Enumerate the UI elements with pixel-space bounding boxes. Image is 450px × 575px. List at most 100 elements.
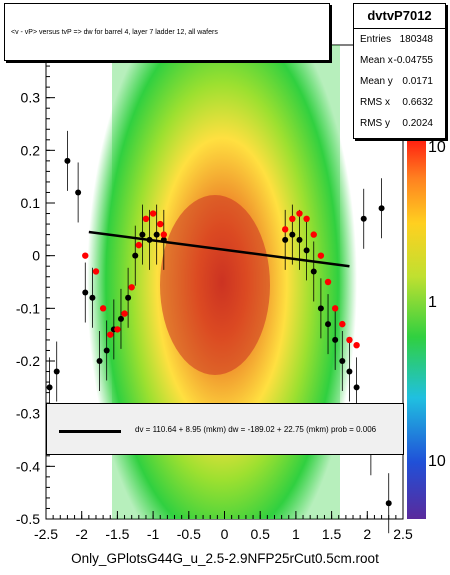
black-point [385, 500, 392, 507]
red-point [114, 326, 121, 333]
x-tick-label: -1.5 [105, 526, 129, 542]
x-tick-label: 1 [292, 526, 300, 542]
stats-value: 0.0171 [402, 76, 433, 87]
fit-line [88, 230, 350, 268]
stats-name: dvtvP7012 [354, 4, 445, 29]
black-point [282, 236, 289, 243]
red-point [142, 215, 150, 222]
stats-key: Mean y [360, 76, 393, 87]
profile-points [46, 130, 392, 534]
stats-key: RMS x [360, 97, 390, 108]
red-point [346, 336, 353, 344]
stats-key: RMS y [360, 118, 390, 129]
red-point [128, 284, 135, 291]
black-point [378, 205, 385, 212]
y-tick-label: 0.2 [21, 142, 41, 158]
red-point [82, 252, 89, 259]
red-point [296, 210, 303, 217]
black-point [310, 268, 317, 275]
y-tick-label: 0 [32, 248, 40, 264]
fit-legend-label: dv = 110.64 + 8.95 (mkm) dw = -189.02 + … [135, 425, 377, 434]
title-box: <v - vP> versus tvP => dw for barrel 4, … [4, 3, 330, 61]
y-tick-label: 0.3 [21, 90, 41, 106]
red-point [324, 278, 332, 286]
red-point [339, 320, 346, 328]
red-point [149, 210, 157, 217]
black-point [303, 247, 310, 254]
red-point [289, 215, 296, 222]
stats-value: 0.2024 [402, 118, 433, 129]
red-point [331, 305, 339, 312]
black-point [325, 321, 332, 328]
y-axis: -0.5 -0.4 -0.3 -0.2 -0.1 0 0.1 0.2 0.3 [16, 44, 55, 527]
fit-legend: dv = 110.64 + 8.95 (mkm) dw = -189.02 + … [46, 403, 404, 455]
y-tick-label: -0.4 [16, 458, 40, 474]
black-point [64, 157, 71, 164]
black-point [139, 231, 146, 238]
black-point [125, 294, 132, 301]
y-tick-label: -0.2 [16, 353, 40, 369]
black-point [353, 384, 360, 391]
stats-row-mean-y: Mean y 0.0171 [354, 71, 445, 92]
fit-legend-line [59, 430, 121, 433]
black-point [82, 289, 89, 296]
red-point [135, 241, 143, 249]
stats-value: -0.04755 [393, 55, 433, 66]
x-tick-label: -0.5 [177, 526, 201, 542]
red-point [107, 331, 114, 338]
z-tick-label: 10 [428, 453, 446, 470]
stats-box: dvtvP7012 Entries 180348 Mean x -0.04755… [353, 3, 446, 139]
stats-value: 180348 [399, 34, 433, 45]
red-point [281, 226, 289, 233]
x-tick-label: -2 [75, 526, 88, 542]
stats-row-rms-y: RMS y 0.2024 [354, 113, 445, 134]
color-palette [407, 140, 426, 519]
black-point [332, 336, 339, 343]
red-point [121, 310, 128, 317]
stats-key: Entries [360, 34, 392, 45]
black-point [346, 368, 353, 375]
z-tick-label: 10 [428, 139, 446, 156]
black-point [360, 215, 367, 222]
x-tick-label: -2.5 [34, 526, 58, 542]
black-point [132, 252, 139, 259]
black-point [89, 294, 96, 301]
red-point [157, 220, 164, 228]
stats-row-mean-x: Mean x -0.04755 [354, 50, 445, 71]
black-point [339, 358, 346, 364]
red-point [303, 215, 310, 222]
red-point [160, 231, 168, 238]
stats-value: 0.6632 [402, 97, 433, 108]
black-point [96, 358, 103, 364]
x-tick-label: -1 [147, 526, 160, 542]
x-tick-label: 2.5 [393, 526, 413, 542]
y-tick-label: 0.1 [21, 195, 41, 211]
red-point [92, 268, 100, 275]
black-point [289, 231, 296, 238]
x-tick-label: 0 [221, 526, 229, 542]
black-point [46, 384, 53, 391]
stats-row-rms-x: RMS x 0.6632 [354, 92, 445, 113]
x-axis: -2.5 -2 -1.5 -1 -0.5 0 0.5 1 1.5 2 2.5 [34, 511, 413, 542]
file-name: Only_GPlotsG44G_u_2.5-2.9NFP25rCut0.5cm.… [71, 551, 379, 566]
z-axis: 10 1 10 [428, 139, 446, 470]
black-point [296, 236, 303, 243]
black-point [317, 305, 324, 312]
density-core [160, 195, 270, 375]
black-point [103, 347, 110, 354]
x-tick-label: 2 [363, 526, 371, 542]
black-point [117, 315, 124, 322]
y-tick-label: -0.1 [16, 300, 40, 316]
stats-row-entries: Entries 180348 [354, 29, 445, 50]
x-tick-label: 0.5 [250, 526, 270, 542]
stats-key: Mean x [360, 55, 393, 66]
z-tick-label: 1 [428, 294, 437, 311]
red-point [317, 252, 325, 259]
chart-title: <v - vP> versus tvP => dw for barrel 4, … [11, 29, 218, 36]
y-tick-label: -0.3 [16, 406, 40, 422]
y-tick-label: -0.5 [16, 511, 40, 527]
black-point [53, 368, 60, 375]
red-point [99, 305, 107, 312]
red-point [353, 342, 360, 349]
black-point [75, 189, 82, 196]
